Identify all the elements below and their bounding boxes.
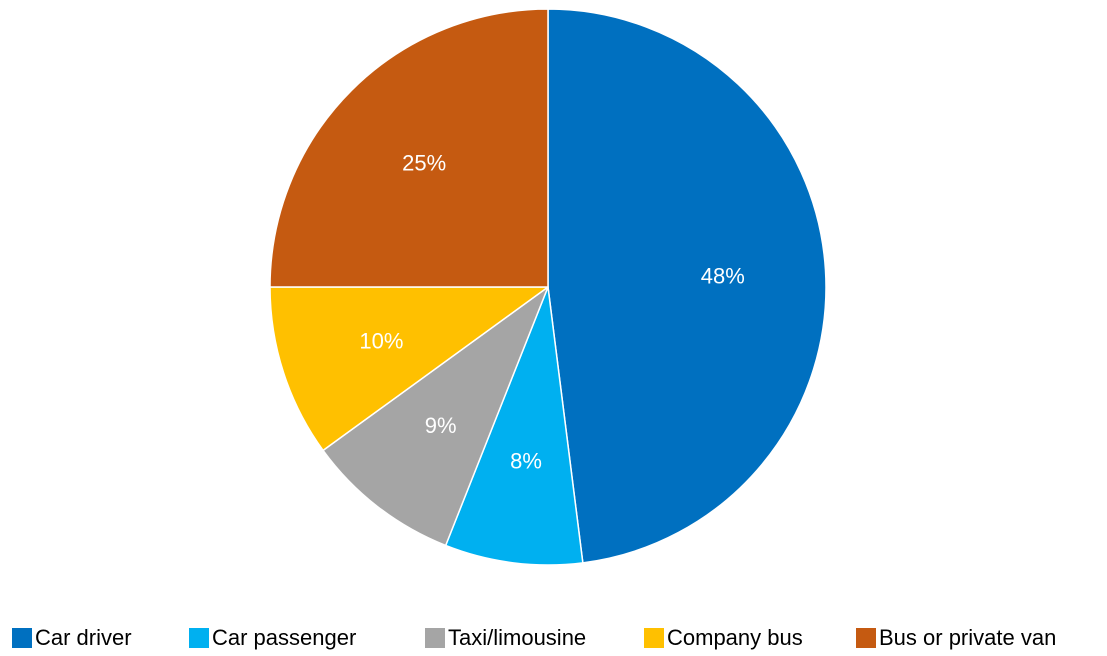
legend-label-car-driver: Car driver [35, 625, 132, 650]
legend-item-taxi-limousine: Taxi/limousine [425, 625, 586, 651]
legend-item-car-passenger: Car passenger [189, 625, 356, 651]
data-label-company-bus: 10% [359, 329, 403, 354]
legend-label-taxi-limousine: Taxi/limousine [448, 625, 587, 650]
pie-data-labels: 48% 8% 9% 10% 25% [359, 151, 744, 474]
legend-item-company-bus: Company bus [644, 625, 803, 651]
pie-slice-car-driver [547, 8, 827, 564]
legend-item-car-driver: Car driver [12, 625, 132, 651]
pie-slice-car-passenger [444, 286, 584, 566]
data-label-bus-or-private-van: 25% [402, 151, 446, 176]
legend-swatch-bus-or-private-van [856, 628, 876, 648]
data-label-car-passenger: 8% [510, 448, 542, 473]
legend-swatch-taxi-limousine [425, 628, 445, 648]
legend-swatch-company-bus [644, 628, 664, 648]
data-label-taxi-limousine: 9% [425, 413, 457, 438]
legend-item-bus-or-private-van: Bus or private van [856, 625, 1056, 651]
pie-slices [269, 8, 827, 566]
legend-swatch-car-passenger [189, 628, 209, 648]
legend-label-company-bus: Company bus [667, 625, 803, 650]
pie-slice-company-bus [269, 286, 549, 452]
pie-slice-taxi-limousine [322, 286, 549, 547]
data-label-car-driver: 48% [701, 264, 745, 289]
legend-label-car-passenger: Car passenger [212, 625, 357, 650]
chart-legend: Car driver Car passenger Taxi/limousine … [0, 620, 1107, 656]
pie-slice-bus-or-private-van [269, 8, 549, 288]
legend-swatch-car-driver [12, 628, 32, 648]
legend-label-bus-or-private-van: Bus or private van [879, 625, 1057, 650]
